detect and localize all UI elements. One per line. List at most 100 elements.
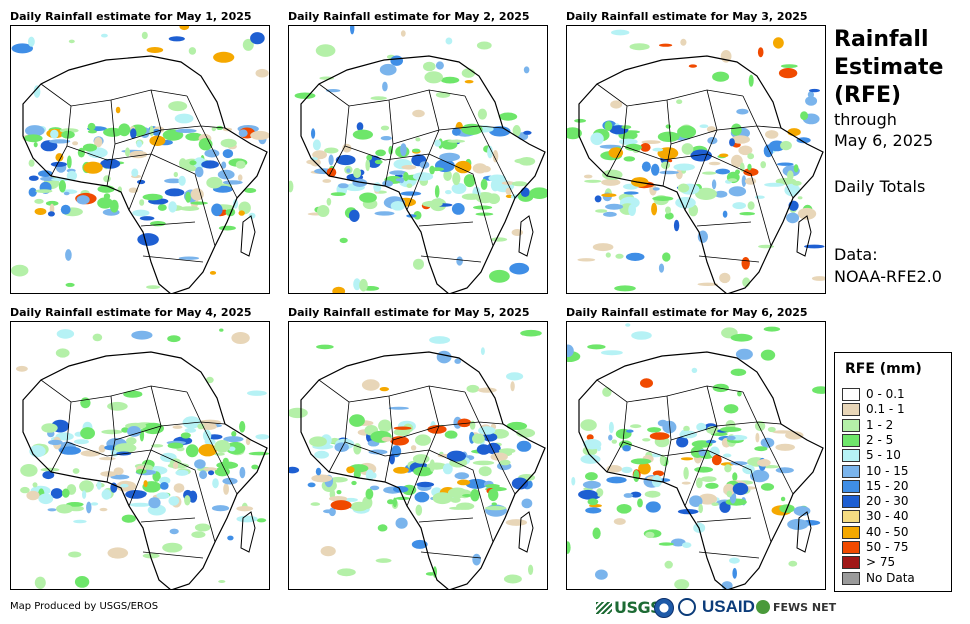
africa-map-graphic: [567, 29, 825, 293]
rain-cell: [68, 551, 82, 558]
rain-cell: [114, 443, 137, 453]
rain-cell: [659, 43, 673, 47]
rain-cell: [162, 542, 183, 553]
rain-cell: [66, 170, 78, 181]
rain-cell: [729, 557, 740, 564]
legend-label: 20 - 30: [866, 494, 909, 509]
legend-label: 10 - 15: [866, 463, 909, 478]
rain-cell: [623, 493, 633, 498]
rain-cell: [662, 252, 671, 262]
rain-cell: [250, 32, 265, 45]
rain-cell: [629, 43, 650, 51]
rain-cell: [726, 490, 733, 498]
rain-cell: [20, 486, 30, 494]
rain-cell: [312, 139, 321, 151]
rain-cell: [787, 518, 809, 530]
rain-cell: [369, 485, 380, 491]
rain-cell: [775, 467, 794, 474]
rain-cell: [477, 108, 487, 120]
country-border: [128, 89, 162, 211]
rain-cell: [472, 163, 488, 174]
rain-cell: [184, 495, 191, 506]
rain-cell: [501, 181, 516, 185]
rain-cell: [33, 142, 38, 148]
rain-cell: [509, 262, 530, 275]
rain-cell: [99, 457, 116, 461]
rain-cell: [567, 541, 571, 554]
rain-cell: [219, 328, 224, 332]
legend-item: No Data: [842, 571, 915, 586]
rain-cell: [349, 209, 360, 222]
rain-cell: [427, 425, 447, 434]
seal-icon: [678, 598, 696, 616]
rain-cell: [136, 140, 143, 148]
rain-cell: [767, 426, 776, 433]
rain-cell: [236, 515, 258, 523]
rain-cell: [48, 439, 63, 446]
rain-cell: [151, 444, 164, 448]
rain-cell: [173, 483, 185, 493]
rain-cell: [160, 482, 169, 490]
rain-cell: [478, 466, 492, 477]
rain-cell: [665, 124, 671, 129]
rain-cell: [592, 243, 614, 252]
usaid-seal: [678, 598, 696, 620]
rain-cell: [395, 178, 403, 182]
rain-cell: [146, 285, 161, 289]
rain-cell: [326, 167, 337, 178]
rain-cell: [659, 454, 666, 466]
rain-cell: [456, 256, 463, 266]
rain-cell: [103, 127, 123, 137]
rain-cell: [809, 88, 820, 93]
country-border: [684, 89, 718, 211]
rain-cell: [478, 426, 496, 435]
country-border: [428, 153, 494, 247]
country-border: [464, 391, 504, 425]
rain-cell: [330, 500, 352, 511]
rain-cell: [805, 96, 818, 106]
rain-cell: [336, 490, 342, 495]
rain-cell: [472, 460, 495, 466]
rain-cell: [682, 542, 692, 548]
rain-cell: [651, 163, 660, 176]
rain-cell: [310, 502, 321, 506]
rain-cell: [38, 170, 53, 178]
rain-cell: [346, 168, 351, 173]
rain-cell: [608, 147, 624, 158]
rain-cell: [56, 329, 75, 339]
rain-cell: [41, 423, 58, 433]
rain-cell: [466, 384, 480, 393]
rain-cell: [732, 482, 749, 496]
rain-cell: [673, 163, 695, 171]
rain-cell: [185, 132, 203, 141]
country-border: [670, 129, 718, 145]
country-border: [186, 95, 226, 129]
rain-cell: [583, 439, 602, 450]
rain-cell: [674, 579, 690, 589]
rain-cell: [222, 477, 238, 485]
rain-cell: [705, 482, 719, 489]
rain-cell: [452, 127, 461, 136]
rain-cell: [414, 491, 430, 503]
rain-cell: [592, 527, 601, 540]
rain-cell: [349, 414, 365, 427]
rain-cell: [157, 204, 167, 211]
rain-cell: [289, 180, 294, 193]
rain-cell: [750, 469, 770, 483]
rain-cell: [400, 143, 407, 157]
rain-cell: [658, 263, 665, 273]
rain-cell: [697, 230, 708, 243]
rain-cell: [698, 503, 703, 514]
rain-cell: [83, 161, 103, 174]
legend-item: 10 - 15: [842, 464, 909, 479]
rain-cell: [236, 506, 254, 512]
rain-cell: [739, 212, 755, 216]
rain-cell: [359, 278, 368, 292]
rain-cell: [773, 37, 784, 49]
rain-cell: [683, 466, 689, 480]
africa-map-graphic: [11, 26, 269, 293]
rain-cell: [74, 576, 90, 588]
country-border: [142, 255, 204, 263]
country-border: [406, 385, 440, 507]
rainfall-map: [10, 321, 270, 590]
